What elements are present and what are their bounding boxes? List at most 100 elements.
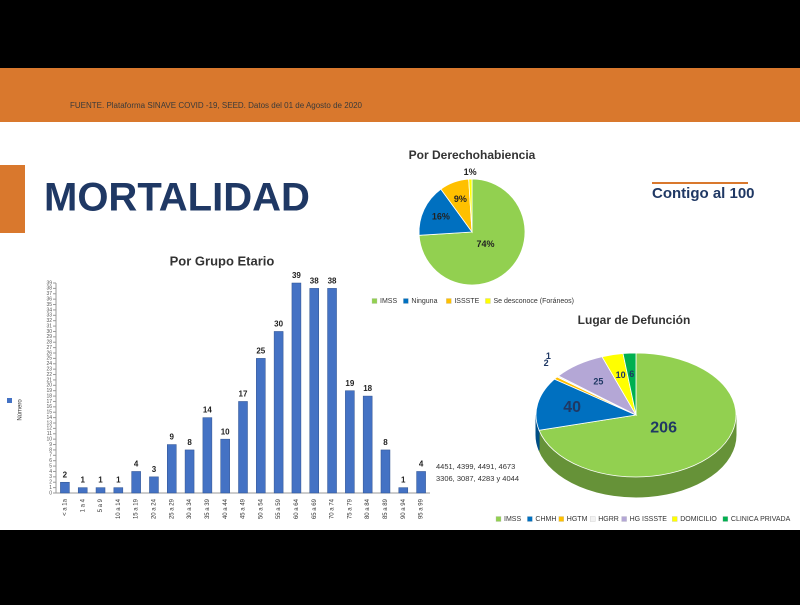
data-label: 25: [593, 377, 603, 387]
x-tick-label: 25 a 29: [169, 498, 175, 519]
accent-block: [0, 165, 25, 233]
legend-label: HG ISSSTE: [630, 516, 668, 523]
x-tick-label: 70 a 74: [330, 498, 336, 519]
y-tick-label: 34: [46, 307, 52, 313]
legend-swatch: [485, 298, 491, 304]
chart-title: Por Grupo Etario: [170, 253, 275, 268]
data-label: 8: [187, 438, 192, 447]
data-label: 38: [310, 276, 319, 285]
x-tick-label: 95 a 99: [419, 498, 425, 519]
data-label: 206: [650, 420, 677, 437]
y-tick-label: 11: [47, 431, 52, 437]
y-tick-label: 32: [46, 318, 52, 324]
legend-label: CLINICA PRIVADA: [731, 516, 791, 523]
y-tick-label: 25: [46, 356, 52, 362]
bar: [309, 288, 319, 494]
y-tick-label: 18: [46, 393, 52, 399]
legend-swatch: [403, 298, 409, 304]
bar: [291, 282, 302, 494]
y-tick-label: 38: [46, 286, 52, 292]
data-label: 40: [563, 399, 581, 416]
y-tick-label: 16: [46, 404, 52, 410]
bar: [167, 444, 177, 494]
bar: [60, 481, 70, 494]
y-tick-label: 6: [49, 458, 52, 464]
data-label: 4: [134, 460, 139, 469]
bar: [398, 487, 409, 494]
data-label: 9: [170, 433, 175, 442]
data-label: 16%: [432, 212, 450, 222]
y-tick-label: 2: [49, 480, 52, 486]
data-label: 2: [544, 358, 549, 368]
y-axis-label: Número: [18, 399, 24, 421]
x-tick-label: 60 a 64: [294, 498, 300, 519]
legend-swatch: [7, 398, 12, 403]
bar: [95, 487, 106, 494]
data-label: 38: [328, 276, 337, 285]
y-tick-label: 14: [46, 415, 52, 421]
y-tick-label: 13: [46, 420, 52, 426]
pie-slice: [468, 178, 473, 233]
x-tick-label: 50 a 54: [258, 498, 264, 519]
legend-swatch: [672, 516, 678, 522]
data-label: 39: [292, 271, 301, 280]
data-label: 25: [256, 346, 265, 355]
y-tick-label: 5: [49, 463, 52, 469]
logo: Contigo al 100: [652, 185, 755, 202]
bar: [184, 449, 195, 494]
x-tick-label: 40 a 44: [223, 498, 229, 519]
legend-label: ISSSTE: [454, 298, 479, 305]
y-tick-label: 17: [46, 399, 52, 405]
bar: [345, 390, 355, 494]
x-tick-label: 20 a 24: [152, 498, 158, 519]
x-tick-label: 5 a 9: [98, 498, 104, 512]
legend-swatch: [722, 516, 729, 522]
source-note: FUENTE. Plataforma SINAVE COVID -19, SEE…: [70, 101, 363, 110]
data-label: 1: [80, 476, 85, 485]
legend-label: IMSS: [504, 516, 521, 523]
legend-label: HGTM: [567, 516, 588, 523]
data-label: 19: [345, 379, 354, 388]
bar: [77, 487, 88, 494]
pie-slice: [622, 352, 637, 416]
data-label: 74%: [477, 239, 495, 249]
data-label: 1: [546, 351, 551, 361]
data-label: 18: [363, 384, 372, 393]
bar: [149, 476, 159, 494]
bar: [113, 487, 124, 494]
y-tick-label: 21: [46, 377, 52, 383]
bar: [362, 395, 373, 494]
data-label: 1: [116, 476, 121, 485]
legend-swatch: [527, 516, 533, 522]
data-label: 30: [274, 320, 283, 329]
y-tick-label: 7: [49, 453, 52, 459]
chart-title: Por Derechohabiencia: [409, 148, 536, 162]
data-label: 8: [383, 438, 388, 447]
y-tick-label: 28: [46, 340, 52, 346]
pie-slice: [535, 378, 638, 431]
y-tick-label: 22: [46, 372, 52, 378]
x-tick-label: 45 a 49: [241, 498, 247, 519]
data-label: 2: [63, 470, 68, 479]
y-tick-label: 30: [46, 329, 52, 335]
x-tick-label: 90 a 94: [401, 498, 407, 519]
legend-label: Se desconoce (Foráneos): [493, 298, 574, 305]
data-label: 10: [221, 427, 230, 436]
x-tick-label: 55 a 59: [276, 498, 282, 519]
y-tick-label: 37: [46, 291, 52, 297]
data-label: 4: [419, 460, 424, 469]
pie-slice: [538, 352, 737, 478]
bar: [131, 471, 141, 494]
legend-swatch: [590, 516, 596, 522]
bar: [202, 417, 213, 494]
x-tick-label: 80 a 84: [365, 498, 371, 519]
legend-swatch: [446, 298, 452, 304]
bar: [256, 358, 266, 494]
x-tick-label: 30 a 34: [187, 498, 193, 519]
legend-swatch: [495, 516, 502, 522]
y-tick-label: 26: [46, 350, 52, 356]
y-tick-label: 9: [49, 442, 52, 448]
data-label: 17: [239, 390, 248, 399]
